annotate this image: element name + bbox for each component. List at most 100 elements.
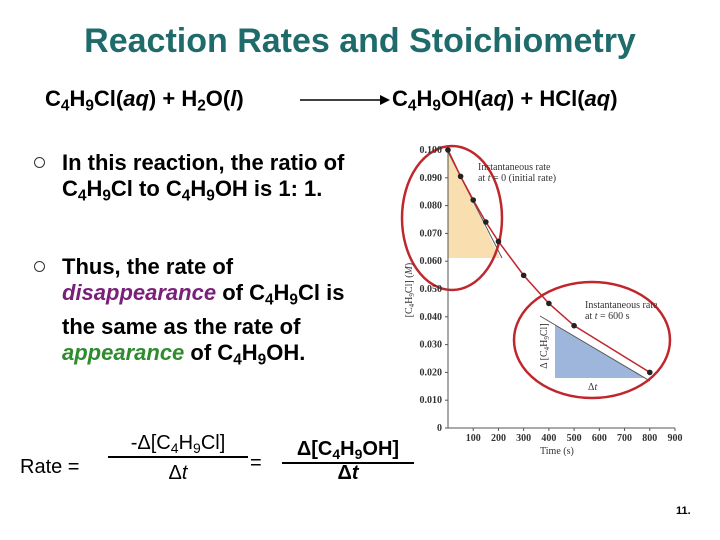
text-run: OH. <box>266 339 306 365</box>
text-run: 9 <box>354 446 363 463</box>
text-run: ) <box>403 262 415 267</box>
text-run: Cl is the same as the rate of <box>62 280 345 339</box>
text-run: t <box>351 462 359 484</box>
delta-t: Δt <box>588 382 597 393</box>
text-run: Cl] <box>200 432 226 454</box>
text-run: OH] <box>362 438 400 460</box>
text-run: l <box>230 86 237 111</box>
text-run: H <box>241 339 258 365</box>
data-point <box>546 300 552 307</box>
text-run: disappearance <box>62 280 217 305</box>
text-run: 9 <box>543 336 552 340</box>
text-run: H <box>190 176 207 201</box>
text-run: Δ [C <box>538 350 550 369</box>
numerator: Δ[C4H9OH] <box>282 438 414 465</box>
text-run: M <box>403 266 415 275</box>
x-axis-label: Time (s) <box>540 446 574 457</box>
text-run: Instantaneous rate at <box>478 162 551 184</box>
y-tick-label: 0.040 <box>420 312 443 323</box>
text-run: -Δ[C <box>130 432 171 454</box>
data-point <box>470 197 477 203</box>
text-run: OH is 1: 1. <box>214 176 323 201</box>
x-tick-label: 300 <box>516 433 531 444</box>
highlight-ellipse <box>400 144 504 292</box>
text-run: 9 <box>206 187 215 205</box>
denominator: Δt <box>282 462 414 485</box>
text-run: Δ <box>168 462 182 484</box>
text-run: 9 <box>102 187 111 205</box>
equation-products: C4H9OH(aq) + HCl(aq) <box>392 86 618 116</box>
text-run: aq <box>481 86 507 111</box>
text-run: 4 <box>264 291 274 309</box>
text-run: of C <box>184 339 234 365</box>
x-tick-label: 700 <box>617 433 632 444</box>
y-tick-label: 0.060 <box>420 256 443 267</box>
bullet: In this reaction, the ratio of C4H9Cl to… <box>62 150 382 210</box>
text-run: H <box>273 280 290 305</box>
text-run: ) <box>236 86 244 111</box>
data-point <box>495 238 502 245</box>
title: Reaction Rates and Stoichiometry <box>84 22 636 60</box>
y-tick-label: 0.100 <box>420 145 443 156</box>
text-run: ) + H <box>148 86 198 111</box>
x-tick-label: 800 <box>642 433 657 444</box>
numerator: -Δ[C4H9Cl] <box>108 432 248 459</box>
text-run: H <box>340 438 355 460</box>
bullet-marker <box>34 261 45 272</box>
text-run: 9 <box>432 97 441 115</box>
text-run: ) <box>610 86 618 111</box>
data-point <box>483 219 489 225</box>
highlight-ellipse <box>512 280 672 400</box>
text-run: t <box>594 382 598 393</box>
text-run: In this reaction, the ratio of C <box>62 150 345 201</box>
page-number: 11. <box>676 505 691 517</box>
text-run: 4 <box>233 351 242 369</box>
x-tick-label: 900 <box>668 433 683 444</box>
data-point <box>457 173 464 180</box>
text-run: = 600 s <box>597 311 630 322</box>
y-axis-label: [C4H9Cl] (M) <box>404 230 416 350</box>
bullet: Thus, the rate of disappearance of C4H9C… <box>62 254 372 373</box>
text-run: H <box>69 86 86 111</box>
text-run: C <box>392 86 408 111</box>
y-tick-label: 0.050 <box>420 284 443 295</box>
text-run: aq <box>123 86 149 111</box>
data-point <box>445 147 451 153</box>
text-run: C <box>45 86 61 111</box>
x-tick-label: 600 <box>592 433 607 444</box>
text-run: = 0 (initial rate) <box>490 173 557 184</box>
tangent <box>539 315 651 382</box>
text-run: OH( <box>440 86 482 111</box>
text-run: Cl] ( <box>403 274 415 294</box>
text-run: 4 <box>170 440 179 457</box>
text-run: H <box>538 339 550 347</box>
bullet-marker <box>34 157 45 168</box>
text-run: appearance <box>62 339 185 365</box>
annotation: Instantaneous rate at t = 0 (initial rat… <box>478 162 560 184</box>
y-tick-label: 0.020 <box>420 367 443 378</box>
text-run: 4 <box>181 187 191 205</box>
y-tick-label: 0.070 <box>420 228 443 239</box>
y-tick-label: 0 <box>437 423 442 434</box>
text-run: 4 <box>543 346 552 351</box>
text-run: 9 <box>408 293 417 297</box>
text-run: H <box>403 296 415 304</box>
data-point <box>571 322 577 329</box>
y-tick-label: 0.030 <box>420 340 443 351</box>
text-run: 2 <box>197 97 206 115</box>
rate-label: Rate = <box>20 456 80 478</box>
equation-reactants: C4H9Cl(aq) + H2O(l) <box>45 86 244 116</box>
text-run: 9 <box>193 440 201 457</box>
text-run: Thus, the rate of <box>62 254 234 279</box>
text-run: 4 <box>60 97 70 115</box>
y-tick-label: 0.010 <box>420 395 443 406</box>
text-run: H <box>416 86 433 111</box>
text-run: Δ <box>588 382 595 393</box>
denominator: Δt <box>108 462 248 485</box>
text-run: H <box>86 176 103 201</box>
text-run: 9 <box>289 291 298 309</box>
text-run: 9 <box>85 97 94 115</box>
text-run: t <box>594 311 598 322</box>
text-run: ) + HCl( <box>506 86 585 111</box>
